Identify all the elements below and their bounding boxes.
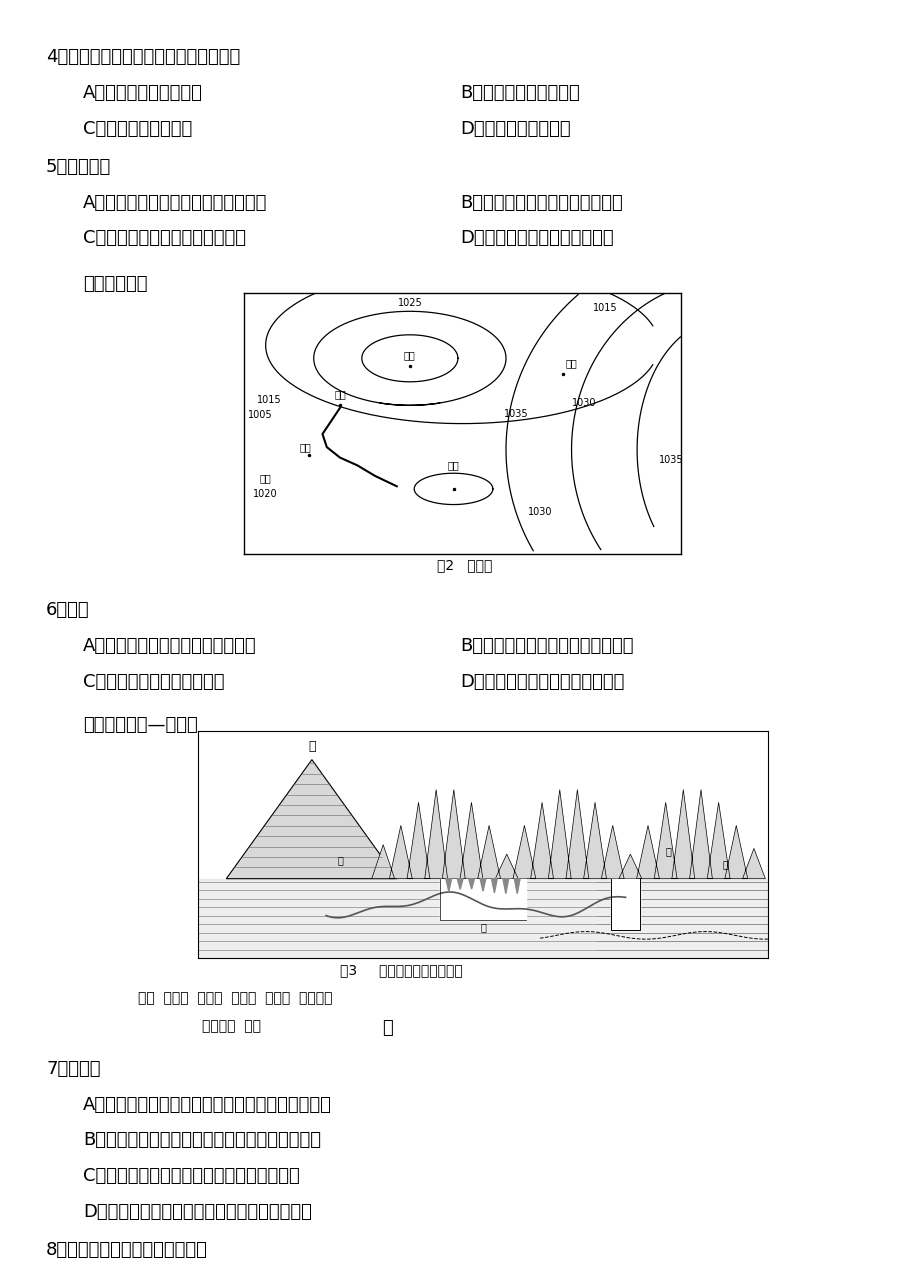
Text: D．青岛、贵阳、昆明: D．青岛、贵阳、昆明: [460, 120, 570, 138]
Text: A．哈尔滨、西宁、青岛: A．哈尔滨、西宁、青岛: [83, 84, 202, 102]
Text: 图例  甲峰林  乙盆地  丙溶洞  丁峡谷  戊地下河: 图例 甲峰林 乙盆地 丙溶洞 丁峡谷 戊地下河: [138, 991, 332, 1005]
Text: A．哈尔滨昼夜长短变化幅度小于贵阳: A．哈尔滨昼夜长短变化幅度小于贵阳: [83, 194, 267, 211]
Text: C．北京气温日较差比平壤小: C．北京气温日较差比平壤小: [83, 673, 224, 691]
Text: B．西宁的正午太阳高度越来越小: B．西宁的正午太阳高度越来越小: [460, 194, 622, 211]
Text: 7．该地区: 7．该地区: [46, 1060, 100, 1078]
Text: D．峡谷是由构造下沉和流水侵蚀共同作用形成: D．峡谷是由构造下沉和流水侵蚀共同作用形成: [83, 1203, 312, 1220]
Text: 4．作为避暑城市，成因相同一类的是．: 4．作为避暑城市，成因相同一类的是．: [46, 48, 240, 66]
Text: 5．暑假期间: 5．暑假期间: [46, 158, 111, 176]
Text: C．河流渗漏成为地下河不参与海陆间水循环: C．河流渗漏成为地下河不参与海陆间水循环: [83, 1167, 300, 1185]
Text: 〜: 〜: [381, 1019, 392, 1037]
Text: A．郑州风向为东北风风速比长沙大: A．郑州风向为东北风风速比长沙大: [83, 637, 256, 655]
Text: B．流水溶蚀形成峰林、溶洞、山间盆地、钟乳石: B．流水溶蚀形成峰林、溶洞、山间盆地、钟乳石: [83, 1131, 321, 1149]
Text: 图2   天气图: 图2 天气图: [437, 558, 492, 572]
Text: D．北极圈内极昼的范围在扩大: D．北极圈内极昼的范围在扩大: [460, 229, 613, 247]
Text: 8．该地区地表水资源缺乏的原因: 8．该地区地表水资源缺乏的原因: [46, 1241, 208, 1259]
Text: C．青岛日出东北且时刻越来越早: C．青岛日出东北且时刻越来越早: [83, 229, 245, 247]
Text: 6．图中: 6．图中: [46, 601, 89, 619]
Text: B．武汉被暖气团控制气温比福州高: B．武汉被暖气团控制气温比福州高: [460, 637, 633, 655]
Text: 已钟乳石  河流: 已钟乳石 河流: [202, 1019, 270, 1033]
Text: 读图３回答７—８题。: 读图３回答７—８题。: [83, 716, 198, 734]
Text: A．地质形成过程为沉积作用、流水侵蚀、地壳上升: A．地质形成过程为沉积作用、流水侵蚀、地壳上升: [83, 1096, 332, 1113]
Text: D．一个月后北京将进入多雨季节: D．一个月后北京将进入多雨季节: [460, 673, 624, 691]
Text: 图3     云贵高原喀斯特地貌图: 图3 云贵高原喀斯特地貌图: [340, 963, 462, 977]
Text: 读图２回答。: 读图２回答。: [83, 275, 147, 293]
Text: B．贵阳、昆明、哈尔滨: B．贵阳、昆明、哈尔滨: [460, 84, 579, 102]
Text: C．贵阳、昆明、西宁: C．贵阳、昆明、西宁: [83, 120, 192, 138]
